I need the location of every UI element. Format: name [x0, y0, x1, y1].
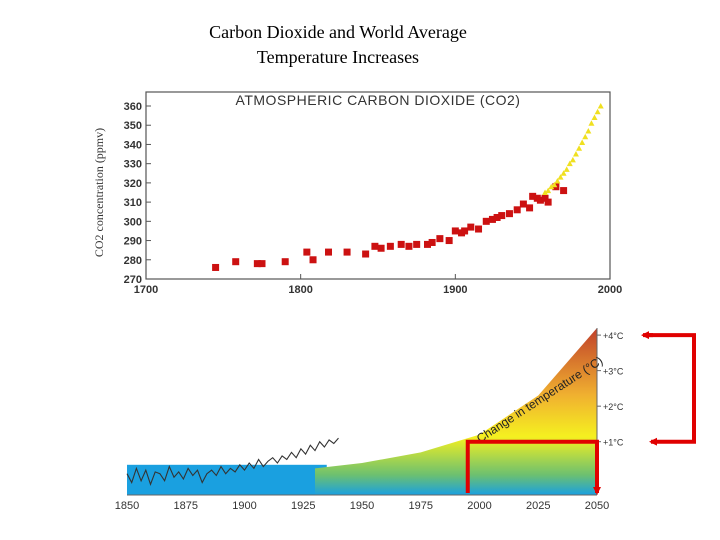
temperature-observed-line — [126, 437, 339, 486]
temperature-x-tick-label: 1925 — [291, 500, 315, 512]
co2-atmospheric-point — [554, 177, 561, 184]
co2-atmospheric-point — [594, 108, 601, 115]
co2-ice-core-point — [325, 248, 333, 256]
co2-y-tick-label: 280 — [124, 255, 142, 267]
co2-x-tick-label: 1800 — [288, 284, 312, 296]
co2-atmospheric-point — [557, 174, 564, 180]
co2-ice-core-point — [413, 240, 421, 248]
co2-chart-title: ATMOSPHERIC CARBON DIOXIDE (CO2) — [236, 92, 521, 108]
co2-atmospheric-point — [551, 181, 558, 188]
co2-ice-core-point — [362, 250, 370, 258]
co2-ice-core-point — [386, 242, 394, 250]
co2-y-axis-label: CO2 concentration (ppmv) — [92, 128, 106, 257]
co2-x-tick-label: 1900 — [443, 284, 467, 296]
co2-ice-core-point — [428, 238, 436, 246]
co2-atmospheric-point — [582, 133, 589, 140]
co2-ice-core-point — [371, 242, 379, 250]
co2-ice-core-point — [281, 258, 289, 266]
co2-atmospheric-point — [542, 189, 549, 195]
co2-x-tick-label: 1700 — [134, 284, 158, 296]
co2-ice-core-point — [461, 227, 469, 235]
temperature-y-tick-label: +3°C — [603, 367, 624, 377]
co2-ice-core-point — [519, 200, 527, 208]
co2-atmospheric-point — [560, 170, 567, 176]
co2-ice-core-point — [436, 235, 444, 243]
red-arrow-horizon — [465, 439, 601, 495]
temperature-baseline-band — [127, 464, 327, 495]
temperature-x-tick-label: 2050 — [585, 500, 609, 512]
co2-atmospheric-point — [572, 151, 579, 157]
co2-ice-core-point — [253, 260, 261, 268]
temperature-x-tick-label: 1975 — [409, 500, 433, 512]
temperature-x-tick-label: 1950 — [350, 500, 374, 512]
slide-title: Carbon Dioxide and World Average Tempera… — [0, 20, 676, 70]
co2-atmospheric-point — [576, 145, 583, 151]
temperature-x-tick-label: 1850 — [115, 500, 139, 512]
temperature-x-tick-label: 2025 — [526, 500, 550, 512]
co2-atmospheric-point — [591, 114, 598, 121]
co2-ice-core-point — [377, 244, 385, 252]
co2-ice-core-point — [493, 213, 501, 221]
co2-atmospheric-point — [545, 187, 552, 194]
co2-ice-core-point — [258, 260, 266, 268]
co2-y-tick-label: 350 — [124, 120, 142, 132]
co2-ice-core-point — [536, 196, 544, 204]
co2-ice-core-point — [513, 206, 521, 214]
co2-y-tick-label: 330 — [124, 159, 142, 171]
co2-ice-core-point — [529, 192, 537, 200]
temperature-x-tick-label: 1900 — [232, 500, 256, 512]
temperature-projection-band — [315, 328, 597, 495]
co2-atmospheric-point — [563, 166, 570, 172]
co2-y-tick-label: 310 — [124, 197, 142, 209]
co2-x-tick-label: 2000 — [598, 284, 622, 296]
co2-atmospheric-point — [588, 120, 595, 126]
co2-ice-core-point — [303, 248, 311, 256]
co2-ice-core-point — [505, 210, 513, 218]
co2-y-tick-label: 320 — [124, 178, 142, 190]
co2-ice-core-point — [309, 256, 317, 264]
co2-atmospheric-point — [585, 127, 592, 134]
co2-ice-core-point — [405, 242, 413, 250]
co2-ice-core-point — [560, 187, 568, 195]
co2-y-tick-label: 270 — [124, 274, 142, 286]
co2-atmospheric-point — [548, 183, 555, 190]
co2-atmospheric-point — [597, 103, 604, 109]
slide-title-line1: Carbon Dioxide and World Average — [209, 22, 467, 42]
co2-ice-core-point — [475, 225, 483, 233]
co2-y-tick-label: 290 — [124, 236, 142, 248]
co2-ice-core-point — [232, 258, 240, 266]
temperature-x-tick-label: 1875 — [174, 500, 198, 512]
co2-ice-core-point — [488, 215, 496, 223]
temperature-x-tick-label: 2000 — [467, 500, 491, 512]
co2-ice-core-point — [467, 223, 475, 231]
co2-y-tick-label: 360 — [124, 101, 142, 113]
co2-ice-core-point — [423, 240, 431, 248]
co2-ice-core-point — [544, 198, 552, 206]
co2-ice-core-point — [482, 217, 490, 225]
co2-atmospheric-point — [569, 156, 576, 163]
red-arrow-range — [647, 333, 696, 446]
co2-atmospheric-point — [579, 139, 586, 146]
co2-ice-core-point — [541, 194, 549, 202]
temperature-y-tick-label: +1°C — [603, 438, 624, 448]
co2-y-tick-label: 300 — [124, 216, 142, 228]
temperature-y-tick-label: +2°C — [603, 402, 624, 412]
co2-ice-core-point — [343, 248, 351, 256]
co2-ice-core-point — [212, 263, 220, 271]
co2-ice-core-point — [397, 240, 405, 248]
slide-title-line2: Temperature Increases — [256, 47, 420, 67]
co2-ice-core-point — [498, 212, 506, 220]
temperature-y-tick-label: +4°C — [603, 331, 624, 341]
co2-ice-core-point — [526, 204, 534, 212]
co2-atmospheric-point — [566, 160, 573, 167]
co2-ice-core-point — [451, 227, 459, 235]
co2-ice-core-point — [445, 237, 453, 245]
co2-y-tick-label: 340 — [124, 139, 142, 151]
